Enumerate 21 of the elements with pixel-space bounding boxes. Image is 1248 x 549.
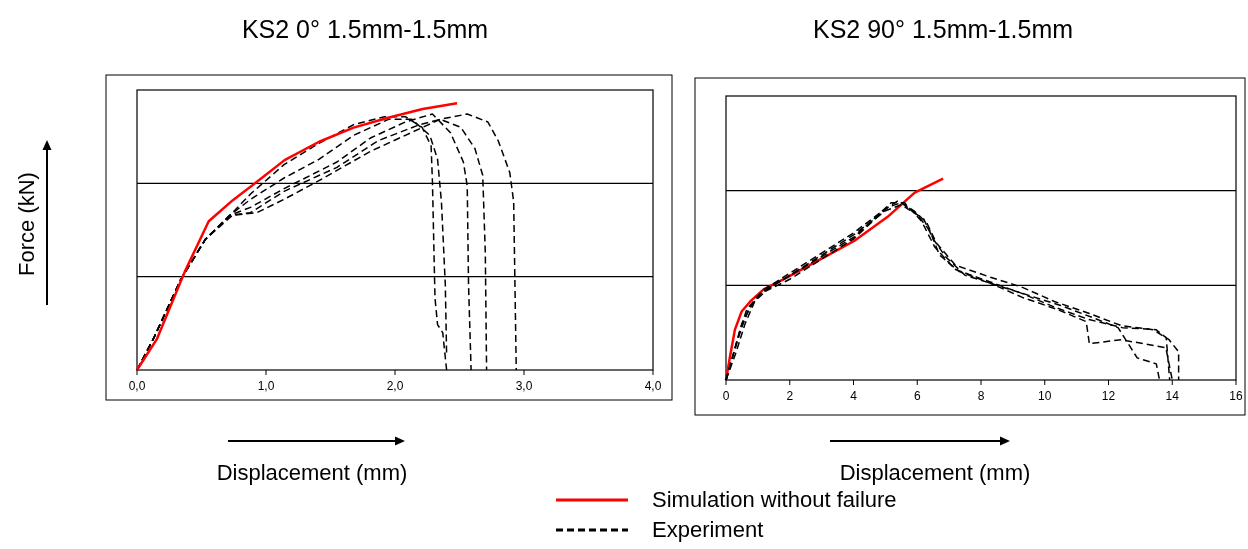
x-axis-title: Displacement (mm): [839, 460, 1031, 485]
x-tick-label: 16: [1229, 389, 1243, 403]
x-tick-label: 4,0: [644, 379, 662, 393]
x-tick-label: 2,0: [386, 379, 404, 393]
x-tick-label: 8: [977, 389, 985, 403]
legend-label: Experiment: [652, 517, 764, 542]
x-tick-label: 1,0: [257, 379, 275, 393]
x-axis-title: Displacement (mm): [216, 460, 408, 485]
x-tick-label: 12: [1101, 389, 1116, 403]
x-tick-label: 0,0: [128, 379, 146, 393]
x-tick-label: 2: [786, 389, 794, 403]
x-tick-label: 6: [913, 389, 921, 403]
x-tick-label: 10: [1038, 389, 1052, 403]
x-tick-label: 14: [1165, 389, 1180, 403]
y-axis-title: Force (kN): [14, 172, 39, 276]
legend-label: Simulation without failure: [652, 487, 897, 512]
x-tick-label: 4: [850, 389, 858, 403]
chart-title: KS2 90° 1.5mm-1.5mm: [812, 15, 1074, 43]
x-tick-label: 0: [722, 389, 730, 403]
x-tick-label: 3,0: [515, 379, 533, 393]
chart-title: KS2 0° 1.5mm-1.5mm: [241, 15, 489, 43]
